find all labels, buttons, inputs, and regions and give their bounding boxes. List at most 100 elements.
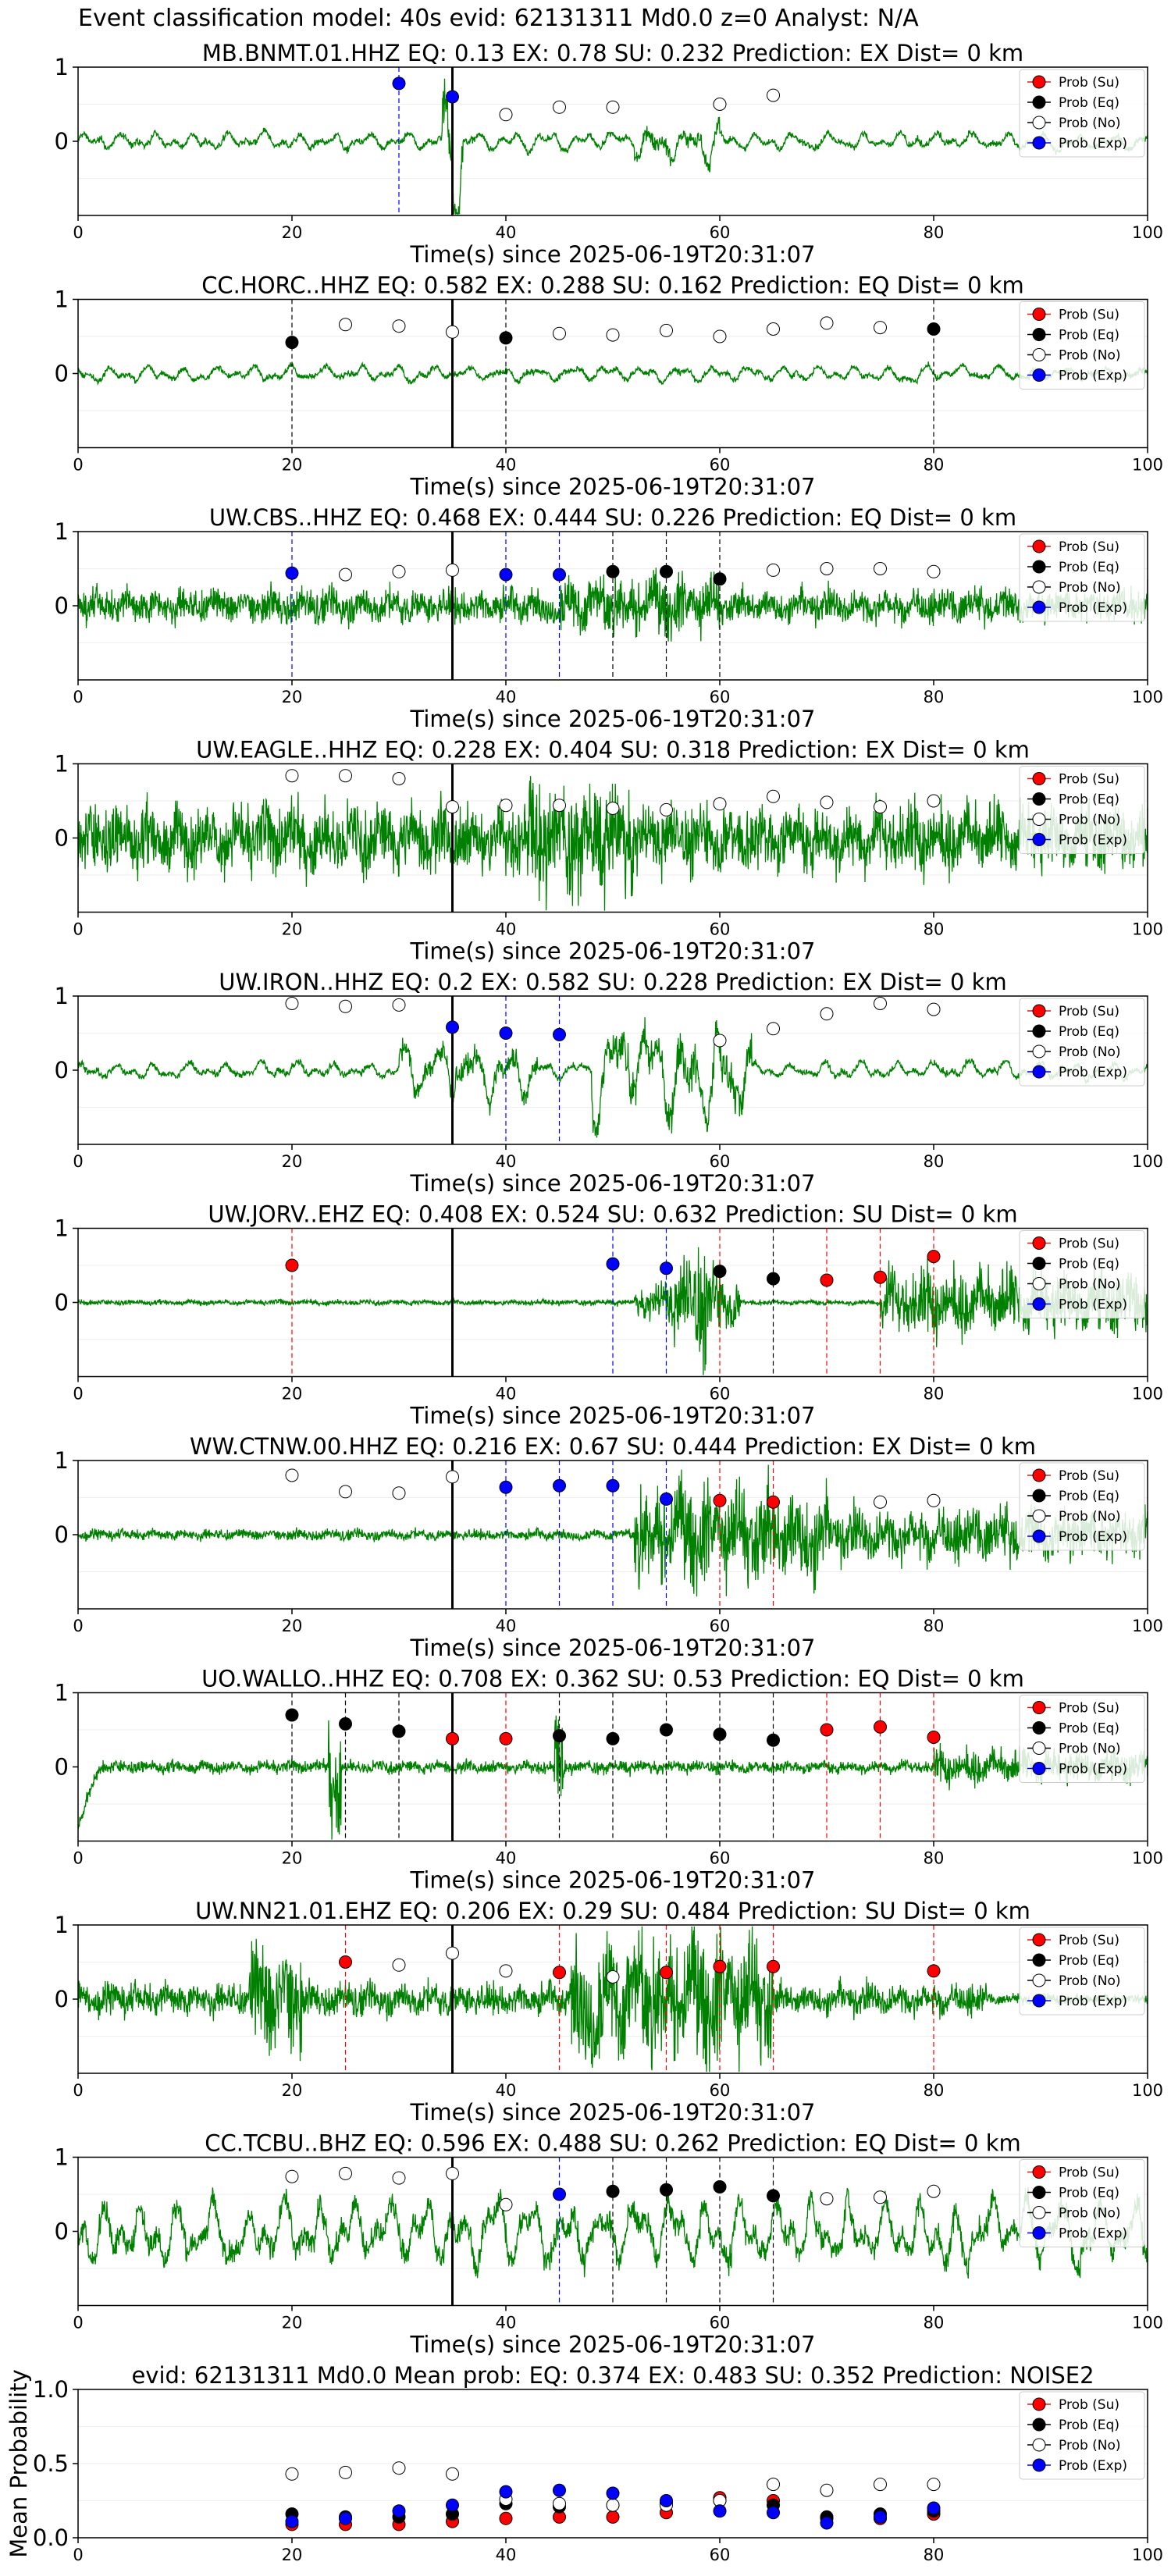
legend-label-exp: Prob (Exp) — [1059, 1762, 1127, 1777]
chart-panel-7: UO.WALLO..HHZ EQ: 0.708 EX: 0.362 SU: 0.… — [55, 1666, 1164, 1894]
y-tick-label: 1 — [55, 518, 69, 545]
legend-label-eq: Prob (Eq) — [1059, 1489, 1119, 1504]
x-tick-label: 0 — [73, 688, 83, 706]
y-tick-label: 1.0 — [33, 2376, 69, 2403]
prob-point-no — [285, 997, 299, 1010]
chart-panel-1: CC.HORC..HHZ EQ: 0.582 EX: 0.288 SU: 0.1… — [55, 272, 1164, 500]
mean-point-exp — [660, 2494, 673, 2507]
legend-marker-su — [1032, 1933, 1046, 1947]
legend-frame — [1019, 1695, 1145, 1783]
prob-point-no — [499, 2197, 513, 2211]
legend-marker-eq — [1032, 1257, 1046, 1270]
y-tick-label: 0 — [55, 1290, 69, 1316]
legend-label-no: Prob (No) — [1059, 1742, 1121, 1757]
x-tick-label: 80 — [924, 223, 945, 242]
legend-marker-eq — [1032, 2186, 1046, 2199]
prob-point-no — [713, 98, 727, 111]
x-axis-label: Time(s) since 2025-06-19T20:31:07 — [410, 2099, 816, 2126]
x-axis-label: Time(s) since 2025-06-19T20:31:07 — [410, 1867, 816, 1894]
legend-label-no: Prob (No) — [1059, 813, 1121, 828]
waveform-trace — [77, 2186, 1148, 2279]
prob-point-su — [820, 1723, 834, 1737]
legend-marker-su — [1032, 539, 1046, 553]
x-tick-label: 60 — [710, 1385, 731, 1404]
mean-point-exp — [553, 2483, 566, 2497]
prob-point-eq — [713, 1265, 727, 1279]
legend-marker-exp — [1032, 368, 1046, 382]
prob-point-no — [446, 563, 459, 577]
prob-point-no — [874, 800, 887, 814]
x-tick-label: 0 — [73, 1152, 83, 1171]
waveform-trace — [77, 1247, 1148, 1375]
chart-panel-6: WW.CTNW.00.HHZ EQ: 0.216 EX: 0.67 SU: 0.… — [55, 1433, 1164, 1661]
y-tick-label: 1 — [55, 751, 69, 777]
x-tick-label: 20 — [282, 1152, 303, 1171]
legend-label-eq: Prob (Eq) — [1059, 2186, 1119, 2201]
prob-point-exp — [392, 76, 406, 91]
y-tick-label: 0 — [55, 825, 69, 852]
x-tick-label: 80 — [924, 1617, 945, 1635]
y-tick-label: 1 — [55, 54, 69, 80]
legend-9: Prob (Su) Prob (Eq) Prob (No) Prob (Exp) — [1019, 2159, 1145, 2247]
x-tick-label: 20 — [282, 2314, 303, 2332]
legend-frame — [1019, 301, 1145, 390]
chart-title: UW.CBS..HHZ EQ: 0.468 EX: 0.444 SU: 0.22… — [209, 504, 1016, 531]
legend-marker-su — [1032, 1468, 1046, 1482]
mean-point-no — [339, 2465, 352, 2479]
prob-point-su — [874, 1270, 887, 1284]
x-tick-label: 100 — [1132, 1849, 1163, 1868]
prob-point-no — [339, 999, 352, 1013]
legend-label-exp: Prob (Exp) — [1059, 1065, 1127, 1080]
legend-marker-exp — [1032, 1529, 1046, 1543]
x-tick-label: 20 — [282, 920, 303, 939]
prob-point-su — [713, 1493, 727, 1507]
prob-point-no — [927, 2184, 941, 2198]
chart-panel-2: UW.CBS..HHZ EQ: 0.468 EX: 0.444 SU: 0.22… — [55, 504, 1164, 732]
x-tick-label: 100 — [1132, 1617, 1163, 1635]
legend-label-su: Prob (Su) — [1059, 2397, 1119, 2413]
legend-label-exp: Prob (Exp) — [1059, 833, 1127, 849]
legend-marker-no — [1032, 116, 1046, 130]
prob-point-no — [606, 802, 620, 815]
prob-point-no — [927, 794, 941, 808]
prob-point-no — [446, 1946, 459, 1960]
legend-label-exp: Prob (Exp) — [1059, 600, 1127, 616]
x-tick-label: 0 — [73, 2081, 83, 2100]
prob-point-no — [339, 769, 352, 783]
x-axis-label: Time(s) since 2025-06-19T20:31:07 — [410, 706, 816, 732]
mean-point-exp — [606, 2486, 620, 2500]
prob-point-no — [820, 562, 834, 575]
y-tick-label: 0 — [55, 128, 69, 155]
legend-marker-exp — [1032, 1994, 1046, 2008]
prob-point-su — [339, 1955, 352, 1969]
prob-point-no — [767, 563, 780, 577]
prob-point-no — [767, 1022, 780, 1036]
y-tick-label: 0 — [55, 2218, 69, 2245]
prob-point-no — [606, 328, 620, 342]
prob-point-eq — [927, 322, 941, 336]
prob-point-su — [553, 1966, 566, 1980]
prob-point-no — [285, 1468, 299, 1482]
x-tick-label: 80 — [924, 456, 945, 475]
chart-panel-9: CC.TCBU..BHZ EQ: 0.596 EX: 0.488 SU: 0.2… — [55, 2130, 1164, 2358]
prob-point-no — [713, 1034, 727, 1048]
prob-point-su — [446, 1731, 459, 1745]
prob-point-eq — [553, 1729, 566, 1743]
prob-point-exp — [660, 1492, 673, 1506]
x-tick-label: 100 — [1132, 2314, 1163, 2332]
prob-point-eq — [606, 564, 620, 578]
chart-title: evid: 62131311 Md0.0 Mean prob: EQ: 0.37… — [131, 2362, 1094, 2389]
legend-label-su: Prob (Su) — [1059, 772, 1119, 788]
x-tick-label: 40 — [496, 223, 517, 242]
prob-point-no — [927, 564, 941, 578]
chart-panel-5: UW.JORV..EHZ EQ: 0.408 EX: 0.524 SU: 0.6… — [55, 1201, 1164, 1429]
legend-label-exp: Prob (Exp) — [1059, 368, 1127, 384]
prob-point-eq — [606, 2184, 620, 2198]
x-axis-label: Time(s) since 2025-06-19T20:31:07 — [410, 2332, 816, 2358]
legend-marker-eq — [1032, 328, 1046, 341]
prob-point-eq — [392, 1724, 406, 1738]
legend-label-eq: Prob (Eq) — [1059, 328, 1119, 343]
x-tick-label: 20 — [282, 1849, 303, 1868]
legend-frame — [1019, 766, 1145, 854]
x-axis-label: Time(s) since 2025-06-19T20:31:07 — [410, 1635, 816, 1661]
